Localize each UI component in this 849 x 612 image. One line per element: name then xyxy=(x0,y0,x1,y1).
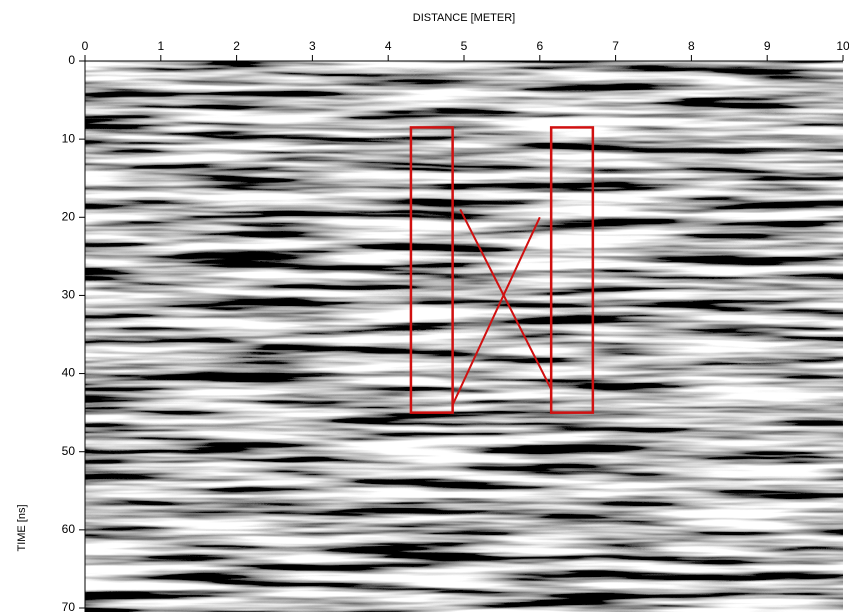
x-tick-label: 2 xyxy=(233,39,240,53)
annotation-box xyxy=(549,126,595,414)
radargram-image xyxy=(85,61,843,612)
annotation-box xyxy=(409,126,454,414)
annotation-line xyxy=(451,216,541,406)
y-tick-label: 50 xyxy=(62,444,76,458)
x-tick-label: 4 xyxy=(385,39,392,53)
y-tick-label: 0 xyxy=(68,53,75,67)
x-tick-label: 1 xyxy=(157,39,164,53)
x-tick-label: 9 xyxy=(764,39,771,53)
x-tick-label: 3 xyxy=(309,39,316,53)
y-tick-label: 20 xyxy=(62,209,76,223)
x-tick-label: 8 xyxy=(688,39,695,53)
x-tick-label: 5 xyxy=(461,39,468,53)
y-axis-title: TIME [ns] xyxy=(16,504,28,551)
y-tick-label: 70 xyxy=(62,600,76,612)
y-tick-label: 10 xyxy=(62,131,76,145)
x-tick-label: 7 xyxy=(612,39,619,53)
y-tick-label: 30 xyxy=(62,288,76,302)
y-tick-label: 40 xyxy=(62,366,76,380)
x-axis-title: DISTANCE [METER] xyxy=(413,12,515,24)
x-tick-label: 0 xyxy=(82,39,89,53)
x-tick-label: 10 xyxy=(836,39,849,53)
x-tick-label: 6 xyxy=(536,39,543,53)
y-tick-label: 60 xyxy=(62,522,76,536)
annotation-line xyxy=(459,209,553,390)
